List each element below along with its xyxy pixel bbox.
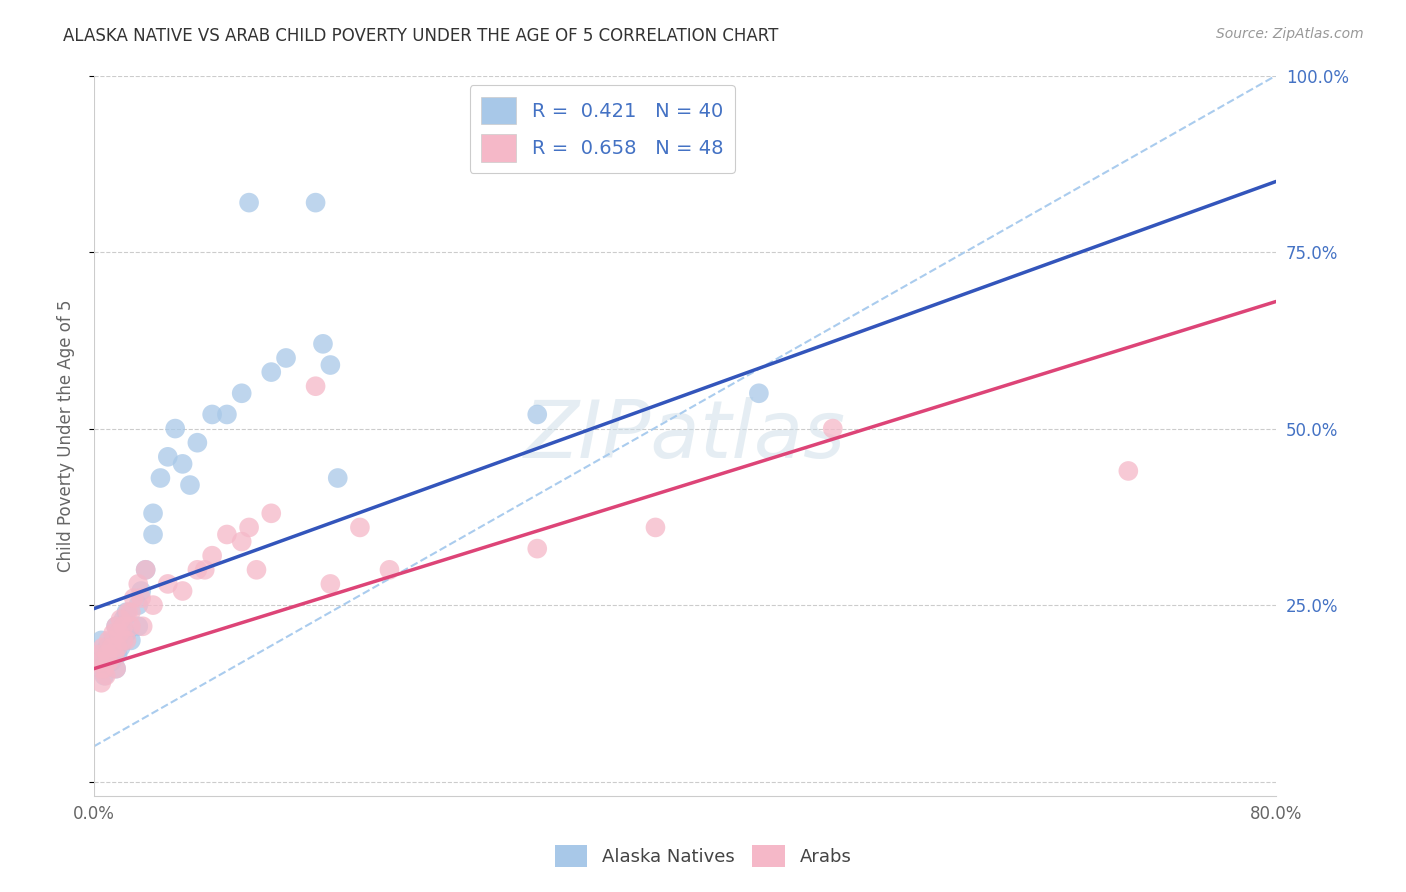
Point (120, 633, 142, 648)
Point (238, 195, 260, 210)
Point (111, 626, 134, 640)
Point (644, 520, 666, 534)
Point (260, 506, 283, 520)
Point (107, 640, 129, 655)
Point (105, 619, 128, 633)
Point (326, 471, 349, 485)
Point (312, 336, 335, 351)
Point (115, 626, 138, 640)
Point (105, 619, 128, 633)
Point (89, 655, 111, 669)
Point (156, 577, 179, 591)
Point (108, 626, 131, 640)
Point (90, 633, 112, 648)
Point (127, 619, 149, 633)
Point (304, 195, 326, 210)
Point (97, 655, 120, 669)
Point (96, 640, 118, 655)
Point (127, 577, 149, 591)
Point (238, 520, 260, 534)
Point (274, 351, 297, 365)
Point (104, 648, 127, 662)
Text: ZIPatlas: ZIPatlas (524, 397, 846, 475)
Point (526, 541, 548, 556)
Point (100, 640, 122, 655)
Point (129, 584, 152, 599)
Point (93, 662, 115, 676)
Point (215, 527, 238, 541)
Point (90, 675, 112, 690)
Point (112, 612, 135, 626)
Point (526, 408, 548, 422)
Point (87, 648, 110, 662)
Point (131, 619, 153, 633)
Point (142, 527, 165, 541)
Point (105, 662, 128, 676)
Point (172, 584, 194, 599)
Point (90, 662, 112, 676)
Point (101, 633, 124, 648)
Point (115, 633, 138, 648)
Point (129, 591, 152, 605)
Point (110, 612, 132, 626)
Point (91, 640, 114, 655)
Point (97, 633, 120, 648)
Point (127, 598, 149, 612)
Point (319, 577, 342, 591)
Point (142, 506, 165, 520)
Point (215, 408, 238, 422)
Point (94, 655, 117, 669)
Point (748, 386, 770, 401)
Point (142, 598, 165, 612)
Point (105, 662, 128, 676)
Point (117, 605, 139, 619)
Point (231, 534, 253, 549)
Point (115, 605, 138, 619)
Point (94, 669, 117, 683)
Point (194, 563, 217, 577)
Point (201, 549, 224, 563)
Point (179, 478, 201, 492)
Point (304, 379, 326, 393)
Point (96, 648, 118, 662)
Point (156, 450, 179, 464)
Point (120, 605, 142, 619)
Point (107, 648, 129, 662)
Point (112, 633, 135, 648)
Point (90, 648, 112, 662)
Point (245, 563, 267, 577)
Point (319, 358, 342, 372)
Legend: Alaska Natives, Arabs: Alaska Natives, Arabs (547, 838, 859, 874)
Point (101, 626, 124, 640)
Point (100, 655, 122, 669)
Point (201, 408, 224, 422)
Point (93, 669, 115, 683)
Point (165, 421, 187, 435)
Point (186, 435, 208, 450)
Point (378, 563, 401, 577)
Point (1118, 464, 1140, 478)
Legend: R =  0.421   N = 40, R =  0.658   N = 48: R = 0.421 N = 40, R = 0.658 N = 48 (470, 86, 735, 173)
Text: ALASKA NATIVE VS ARAB CHILD POVERTY UNDER THE AGE OF 5 CORRELATION CHART: ALASKA NATIVE VS ARAB CHILD POVERTY UNDE… (63, 27, 779, 45)
Point (172, 457, 194, 471)
Point (260, 365, 283, 379)
Point (821, 421, 844, 435)
Point (135, 563, 157, 577)
Point (112, 619, 135, 633)
Point (120, 619, 142, 633)
Point (135, 563, 157, 577)
Y-axis label: Child Poverty Under the Age of 5: Child Poverty Under the Age of 5 (58, 300, 75, 572)
Point (349, 520, 371, 534)
Point (186, 563, 208, 577)
Text: Source: ZipAtlas.com: Source: ZipAtlas.com (1216, 27, 1364, 41)
Point (122, 591, 145, 605)
Point (110, 640, 132, 655)
Point (149, 471, 172, 485)
Point (231, 386, 253, 401)
